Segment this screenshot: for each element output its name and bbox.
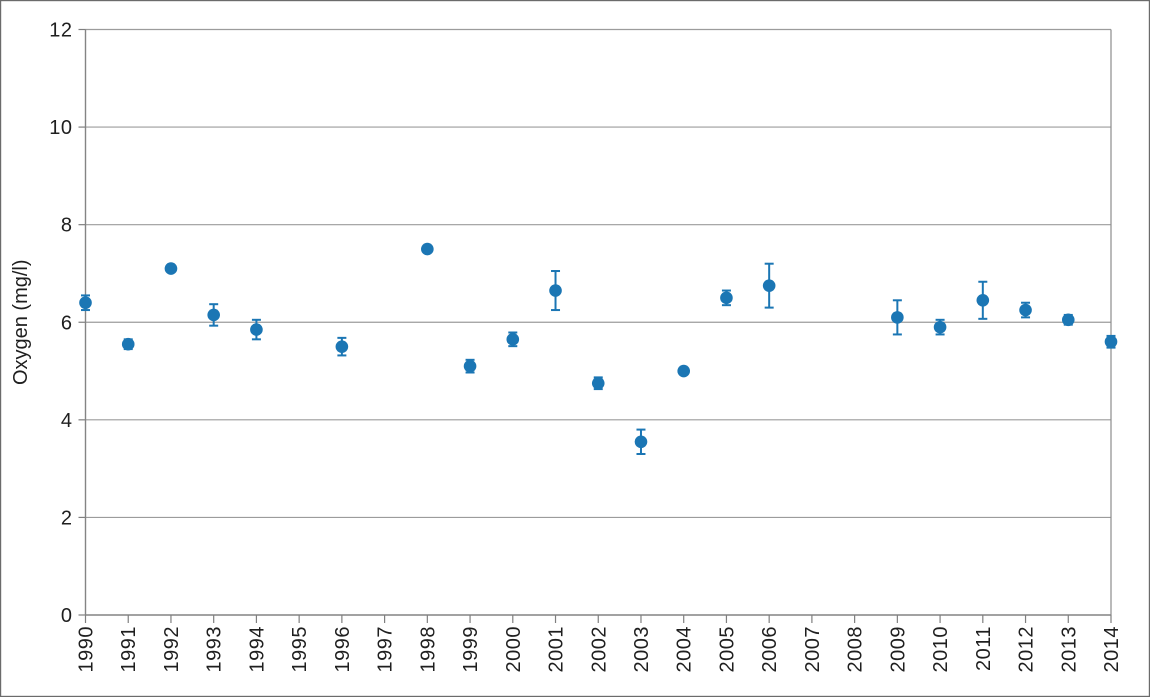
- y-axis-title: Oxygen (mg/l): [10, 259, 32, 385]
- data-marker: [933, 320, 947, 334]
- data-point-2004: [677, 364, 691, 378]
- data-point-1999: [463, 358, 477, 374]
- y-tick-label: 10: [49, 117, 72, 139]
- data-point-2009: [891, 299, 904, 336]
- x-tick-label: 2010: [930, 626, 952, 673]
- x-tick-label: 2003: [631, 626, 653, 673]
- y-tick-label: 6: [61, 312, 73, 334]
- x-tick-label: 2005: [716, 626, 738, 673]
- x-tick-label: 2002: [588, 626, 610, 673]
- data-marker: [250, 323, 263, 336]
- y-tick-label: 4: [61, 410, 73, 432]
- data-point-2001: [549, 270, 562, 312]
- x-tick-label: 2014: [1101, 626, 1123, 673]
- data-point-1998: [421, 242, 434, 256]
- x-tick-label: 2008: [845, 626, 867, 673]
- x-tick-label: 2011: [973, 626, 995, 671]
- data-marker: [891, 311, 904, 324]
- data-marker: [463, 359, 477, 373]
- x-tick-label: 1994: [246, 626, 268, 673]
- data-marker: [762, 279, 776, 292]
- data-marker: [506, 333, 520, 346]
- x-tick-label: 1991: [118, 626, 140, 673]
- x-tick-label: 1998: [417, 626, 439, 673]
- x-tick-label: 2004: [674, 626, 696, 673]
- x-tick-label: 1999: [460, 626, 482, 673]
- x-tick-label: 1997: [375, 626, 397, 673]
- data-marker: [121, 337, 135, 351]
- y-tick-label: 8: [61, 215, 73, 237]
- data-marker: [720, 291, 733, 305]
- y-tick-label: 0: [61, 605, 73, 627]
- data-point-1993: [207, 303, 220, 327]
- y-tick-label: 12: [49, 20, 72, 42]
- x-tick-label: 1996: [332, 626, 354, 673]
- x-tick-label: 2012: [1016, 626, 1038, 673]
- data-point-2014: [1104, 334, 1118, 349]
- data-marker: [677, 364, 691, 378]
- data-marker: [421, 242, 434, 256]
- data-marker: [634, 435, 648, 449]
- data-point-1990: [79, 294, 92, 312]
- data-marker: [335, 340, 349, 353]
- data-point-2010: [933, 318, 947, 336]
- data-point-2012: [1019, 301, 1032, 319]
- data-point-2002: [591, 376, 605, 391]
- data-point-1994: [250, 318, 263, 341]
- data-marker: [207, 308, 220, 322]
- x-tick-label: 2001: [546, 626, 568, 673]
- data-point-1996: [335, 336, 349, 357]
- x-tick-label: 1992: [161, 626, 183, 673]
- data-marker: [976, 293, 990, 307]
- data-marker: [79, 296, 92, 310]
- x-tick-label: 2006: [759, 626, 781, 673]
- data-marker: [1104, 335, 1118, 349]
- x-tick-label: 1993: [204, 626, 226, 673]
- x-tick-label: 2013: [1058, 626, 1080, 673]
- data-point-2003: [634, 428, 648, 455]
- data-point-2005: [720, 289, 733, 307]
- data-marker: [549, 284, 562, 297]
- data-marker: [164, 262, 178, 275]
- data-marker: [1019, 303, 1032, 317]
- x-tick-label: 1990: [76, 626, 98, 673]
- data-point-1992: [164, 262, 178, 275]
- x-tick-label: 2000: [503, 626, 525, 673]
- x-tick-label: 2009: [887, 626, 909, 673]
- data-point-2011: [976, 280, 990, 320]
- data-marker: [1061, 313, 1075, 327]
- data-marker: [591, 376, 605, 390]
- y-tick-label: 2: [61, 507, 73, 529]
- data-point-1991: [121, 337, 135, 351]
- x-tick-label: 2007: [802, 626, 824, 673]
- x-tick-label: 1995: [289, 626, 311, 673]
- data-point-2006: [762, 262, 776, 309]
- data-point-2000: [506, 331, 520, 348]
- data-point-2013: [1061, 313, 1075, 327]
